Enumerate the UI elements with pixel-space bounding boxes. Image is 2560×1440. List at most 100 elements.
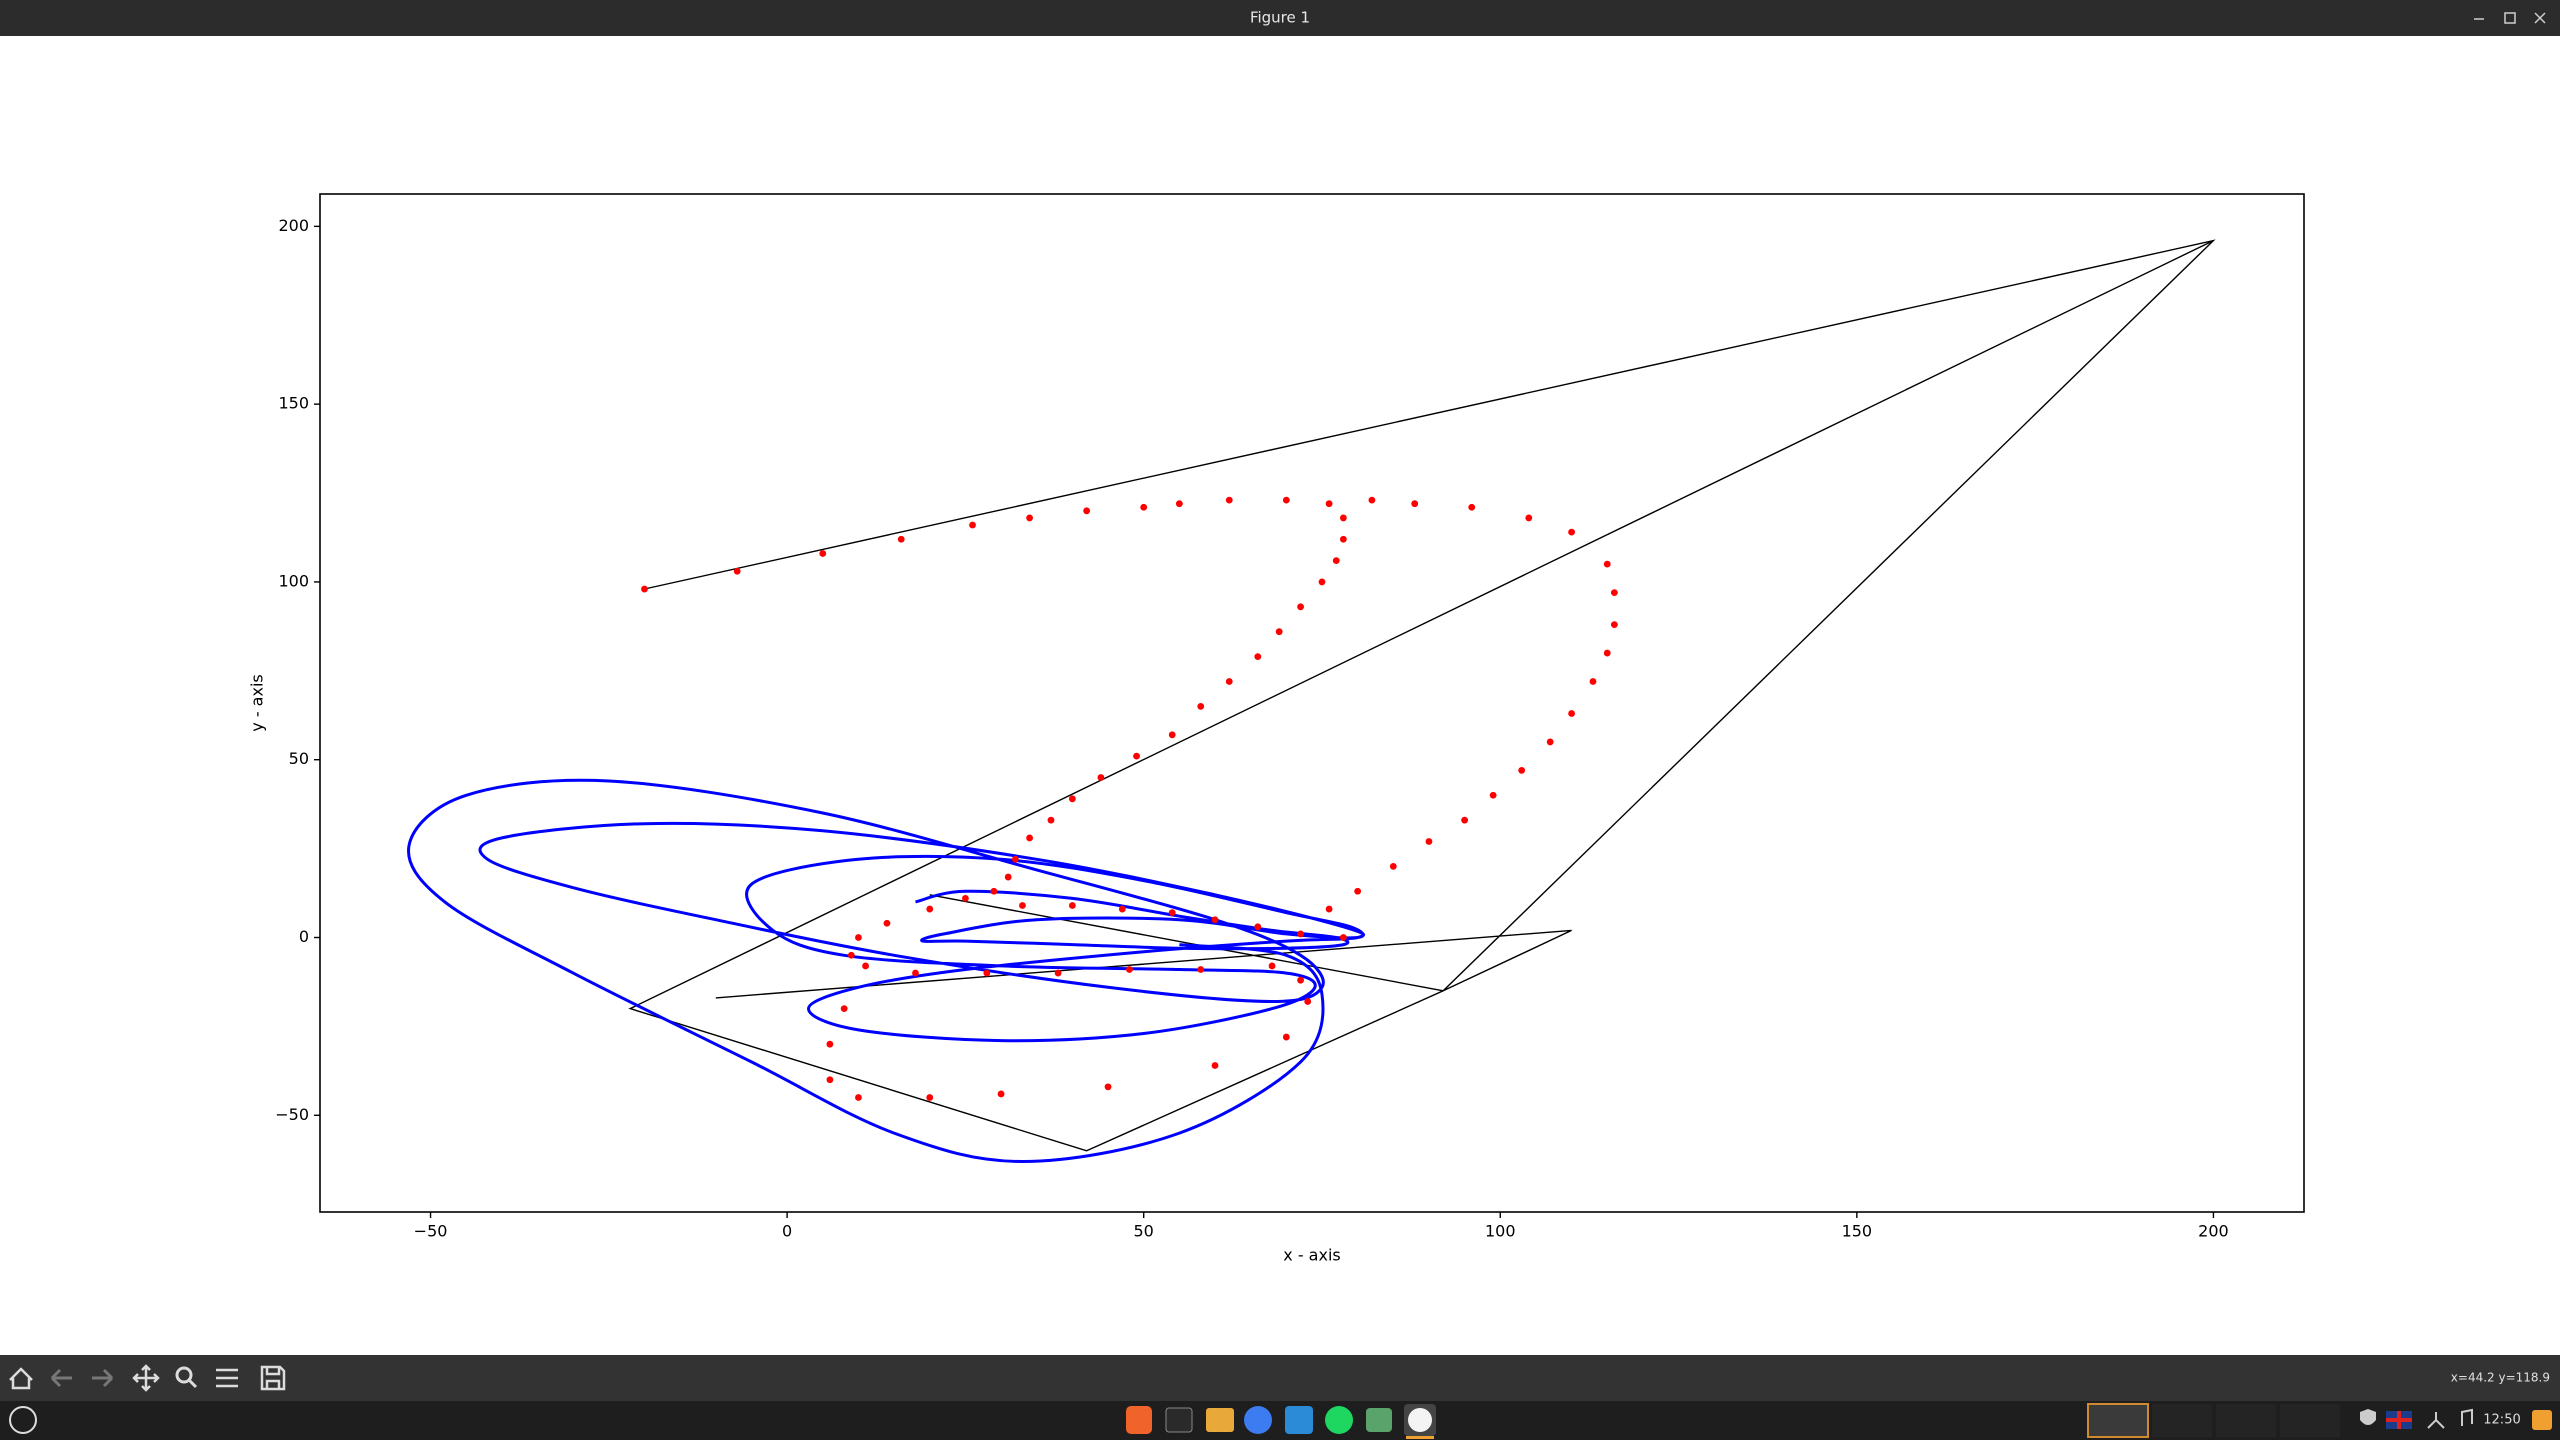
scatter-point (1197, 966, 1205, 973)
workspace[interactable] (2152, 1404, 2212, 1437)
scatter-point (1282, 1033, 1290, 1041)
tray-icon[interactable] (2427, 1412, 2445, 1429)
scatter-point (1026, 514, 1033, 522)
zoom-button[interactable] (175, 1366, 198, 1389)
scatter-point (1610, 621, 1618, 628)
scatter-point (1011, 855, 1019, 863)
y-tick-label: 150 (278, 394, 309, 413)
app-icon[interactable] (1366, 1408, 1392, 1432)
home-button[interactable] (9, 1367, 33, 1390)
scatter-point (1083, 507, 1091, 515)
axes-frame (319, 193, 2305, 1213)
scatter-point (912, 969, 919, 977)
notifications[interactable] (2532, 1410, 2552, 1430)
app-icon[interactable] (1244, 1406, 1272, 1434)
tray-icon[interactable] (2360, 1409, 2376, 1425)
forward-button[interactable] (92, 1368, 114, 1388)
scatter-point (983, 969, 991, 977)
back-button[interactable] (50, 1368, 72, 1388)
scatter-point (1197, 702, 1205, 710)
scatter-point (1225, 678, 1233, 685)
y-tick-label: 50 (289, 749, 309, 768)
scatter-point (1004, 873, 1012, 881)
scatter-point (897, 535, 905, 543)
scatter-point (1225, 496, 1233, 504)
scatter-point (1126, 966, 1133, 973)
scatter-point (1568, 528, 1575, 536)
scatter-point (819, 550, 827, 557)
scatter-point (1318, 578, 1326, 586)
x-axis-label: x - axis (1283, 1246, 1340, 1265)
x-tick-label: 150 (1842, 1222, 1873, 1241)
scatter-point (1068, 902, 1076, 909)
scatter-point (1325, 905, 1333, 913)
scatter-point (826, 1040, 834, 1048)
title-bar (0, 0, 2560, 36)
scatter-point (1168, 909, 1176, 917)
scatter-point (1118, 905, 1126, 913)
scatter-point (1368, 496, 1376, 504)
scatter-point (1332, 557, 1340, 564)
scatter-point (1282, 496, 1290, 504)
scatter-point (1297, 603, 1304, 611)
scatter-point (862, 962, 869, 970)
scatter-point (1610, 589, 1618, 596)
x-tick-label: 50 (1134, 1222, 1154, 1241)
workspace[interactable] (2280, 1404, 2340, 1437)
clock: 12:50 (2483, 1413, 2520, 1428)
scatter-point (1568, 710, 1575, 717)
app-icon[interactable] (1285, 1406, 1313, 1434)
scatter-point (826, 1076, 834, 1084)
x-tick-label: 100 (1485, 1222, 1516, 1241)
scatter-point (1068, 795, 1076, 803)
scatter-point (1133, 752, 1140, 760)
workspace-active[interactable] (2087, 1403, 2149, 1438)
app-icon[interactable] (1126, 1406, 1152, 1434)
scatter-point (1254, 653, 1262, 660)
scatter-point (1339, 934, 1347, 941)
cursor-coordinates: x=44.2 y=118.9 (2451, 1371, 2550, 1385)
app-icon[interactable] (1325, 1406, 1353, 1434)
workspace[interactable] (2216, 1404, 2276, 1437)
curve-series (407, 778, 1366, 1164)
scatter-point (1211, 916, 1219, 924)
y-tick-label: −50 (275, 1105, 309, 1124)
scatter-point (1603, 560, 1611, 568)
configure-button[interactable] (216, 1368, 238, 1388)
scatter-point (1254, 923, 1262, 931)
save-button[interactable] (260, 1365, 286, 1391)
app-icon[interactable] (1165, 1407, 1193, 1433)
scatter-point (641, 585, 648, 593)
scatter-point (1268, 962, 1276, 970)
app-icon[interactable] (1206, 1408, 1234, 1432)
y-tick-label: 200 (278, 216, 309, 235)
scatter-point (1389, 862, 1397, 870)
scatter-point (1275, 628, 1283, 636)
scatter-point (855, 1094, 862, 1101)
scatter-point (1339, 514, 1347, 522)
y-tick-label: 0 (299, 927, 309, 946)
scatter-point (1468, 503, 1476, 511)
scatter-point (997, 1090, 1005, 1098)
tray-icon[interactable] (2461, 1408, 2473, 1426)
toolbar (0, 1355, 2560, 1401)
scatter-point (1425, 838, 1433, 845)
pan-button[interactable] (132, 1364, 160, 1392)
close-button[interactable] (2534, 12, 2546, 24)
menu-button[interactable] (9, 1406, 37, 1434)
active-indicator (1406, 1436, 1434, 1439)
scatter-point (1047, 816, 1055, 824)
figure (0, 36, 2560, 1355)
scatter-point (1603, 649, 1611, 657)
scatter-point (1354, 887, 1362, 895)
scatter-point (1097, 774, 1105, 781)
scatter-point (883, 919, 891, 927)
scatter-point (990, 887, 998, 895)
maximize-button[interactable] (2504, 12, 2516, 24)
app-icon[interactable] (1408, 1408, 1432, 1432)
scatter-point (1461, 816, 1469, 824)
scatter-point (1325, 500, 1333, 508)
scatter-point (1304, 998, 1312, 1005)
scatter-point (926, 905, 934, 913)
